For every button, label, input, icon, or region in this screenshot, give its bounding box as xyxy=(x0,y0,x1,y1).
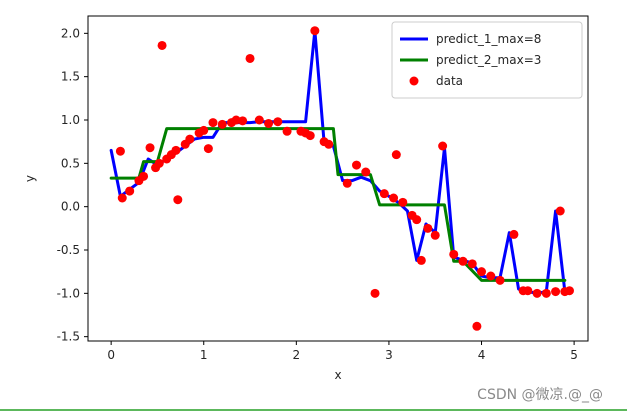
data-point xyxy=(477,267,487,277)
data-point xyxy=(449,249,459,259)
data-point xyxy=(361,167,371,177)
data-point xyxy=(199,125,209,135)
data-point xyxy=(532,288,542,298)
plot-area xyxy=(109,26,574,331)
data-point xyxy=(117,193,127,203)
x-tick-label: 2 xyxy=(293,348,301,362)
x-axis-label: x xyxy=(334,368,341,380)
data-point xyxy=(324,139,334,149)
y-tick-label: 1.0 xyxy=(61,113,80,127)
x-tick-label: 0 xyxy=(107,348,115,362)
data-point xyxy=(185,134,195,144)
data-point xyxy=(208,118,218,128)
data-point xyxy=(416,255,426,265)
data-point xyxy=(245,53,255,63)
y-tick-label: -1.0 xyxy=(57,286,80,300)
data-point xyxy=(238,116,248,126)
data-point xyxy=(486,271,496,281)
data-point xyxy=(254,115,264,125)
data-point xyxy=(125,186,135,196)
x-tick-label: 4 xyxy=(478,348,486,362)
data-point xyxy=(509,229,519,239)
data-point xyxy=(389,193,399,203)
axes: 0 1 2 3 4 5 -1.5 -1.0 -0.5 0.0 0.5 1.0 1.5 2.0 x y xyxy=(23,15,589,380)
bottom-divider xyxy=(0,409,627,411)
data-point xyxy=(379,189,389,199)
y-axis-label: y xyxy=(23,175,37,182)
data-point xyxy=(342,178,352,188)
data-point xyxy=(282,126,292,136)
data-point xyxy=(551,287,561,297)
data-point xyxy=(273,117,283,127)
data-point xyxy=(305,131,315,141)
y-tick-label: -0.5 xyxy=(57,243,80,257)
legend-point-swatch xyxy=(409,76,419,86)
series-line-1 xyxy=(109,127,567,282)
data-point xyxy=(467,259,477,269)
y-tick-label: -1.5 xyxy=(57,330,80,344)
data-point xyxy=(430,230,440,240)
data-point xyxy=(423,223,433,233)
data-point xyxy=(171,145,181,155)
data-point xyxy=(564,286,574,296)
data-point xyxy=(472,321,482,331)
y-tick-label: 0.0 xyxy=(61,200,80,214)
data-point xyxy=(391,150,401,160)
data-point xyxy=(173,195,183,205)
data-point xyxy=(115,146,125,156)
x-tick-label: 3 xyxy=(385,348,393,362)
data-point xyxy=(139,171,149,181)
data-point xyxy=(217,119,227,129)
data-point xyxy=(203,144,213,154)
data-point xyxy=(264,118,274,128)
data-point xyxy=(412,215,422,225)
data-point xyxy=(495,275,505,285)
data-point xyxy=(438,141,448,151)
y-tick-label: 0.5 xyxy=(61,156,80,170)
y-tick-label: 1.5 xyxy=(61,70,80,84)
y-tick-label: 2.0 xyxy=(61,26,80,40)
data-point xyxy=(541,288,551,298)
data-point xyxy=(523,286,533,296)
chart: 0 1 2 3 4 5 -1.5 -1.0 -0.5 0.0 0.5 1.0 1.5 2.0 x y pred… xyxy=(23,15,589,380)
plot-frame xyxy=(87,15,589,342)
data-point xyxy=(145,143,155,153)
data-point xyxy=(310,26,320,36)
legend-label: predict_1_max=8 xyxy=(436,32,541,46)
x-tick-label: 1 xyxy=(200,348,208,362)
data-point xyxy=(157,40,167,50)
data-point xyxy=(398,197,408,207)
data-point xyxy=(154,158,164,168)
legend-label: data xyxy=(436,74,463,88)
x-tick-label: 5 xyxy=(570,348,578,362)
data-point xyxy=(370,288,380,298)
legend-box xyxy=(391,21,583,99)
data-point xyxy=(555,206,565,216)
watermark-text: CSDN @微凉.@_@ xyxy=(477,387,603,403)
data-point xyxy=(352,160,362,170)
legend-label: predict_2_max=3 xyxy=(436,53,541,67)
data-point xyxy=(458,256,468,266)
